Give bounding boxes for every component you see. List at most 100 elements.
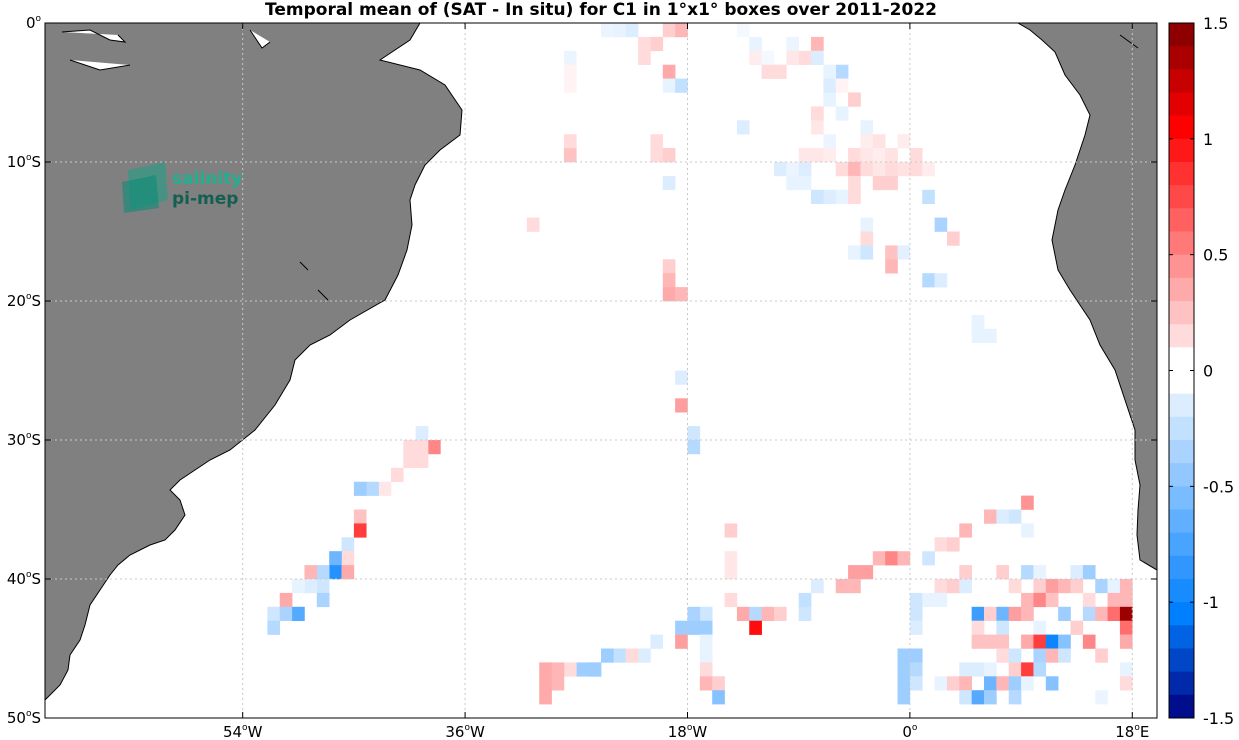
colorbar-bin [1169,602,1194,626]
data-cell [687,426,701,441]
data-cell [885,245,898,260]
data-cell [1082,634,1096,649]
data-cell [885,162,898,177]
data-cell [551,676,565,691]
data-cell [984,662,997,677]
data-cell [712,676,725,691]
data-cell [638,50,651,65]
data-cell [1008,690,1022,705]
data-cell [403,440,416,455]
data-cell [848,148,861,163]
data-cell [1095,648,1108,663]
data-cell [860,162,874,177]
x-tick-label: 36oW [445,723,485,740]
data-cell [675,620,688,635]
data-cell [1082,606,1096,621]
data-cell [650,134,664,149]
data-cell [353,509,367,524]
colorbar-bin [1169,254,1194,279]
data-cell [996,565,1010,580]
data-cell [638,36,651,52]
data-cell [811,50,824,65]
data-cell [835,78,849,93]
colorbar-bin [1169,92,1194,117]
data-cell [971,690,985,705]
data-cell [1119,662,1133,677]
colorbar-bin [1169,532,1194,557]
data-cell [1008,579,1022,594]
data-cell [909,676,923,691]
data-cell [699,662,713,677]
data-cell [848,162,861,177]
logo-line-2: pi-mep [172,189,238,209]
data-cell [823,134,837,149]
data-cell [773,606,787,621]
data-cell [1021,565,1034,580]
data-cell [996,634,1010,649]
data-cell [1070,579,1084,594]
data-cell [1058,579,1071,594]
data-cell [390,467,404,482]
data-cell [959,690,972,705]
data-cell [329,565,342,580]
data-cell [786,175,799,191]
data-cell [353,523,367,538]
data-cell [662,78,676,93]
colorbar-bin [1169,185,1194,209]
data-cell [786,162,799,177]
data-cell [341,551,355,566]
data-cell [872,162,886,177]
data-cell [798,162,812,177]
data-cell [872,175,886,191]
data-cell [761,606,775,621]
data-cell [835,162,849,177]
data-cell [984,606,997,621]
data-cell [984,328,997,343]
data-cell [1033,634,1047,649]
colorbar-tick-label: -1 [1203,593,1219,612]
colorbar-bin [1169,416,1194,441]
data-cell [946,676,960,691]
data-cell [415,453,429,469]
data-cell [897,162,911,177]
data-cell [860,231,874,246]
map-title: Temporal mean of (SAT - In situ) for C1 … [265,0,937,20]
data-cell [1008,606,1022,621]
data-cell [699,648,713,663]
data-cell [749,620,762,635]
data-cell [1033,648,1047,663]
data-cell [1008,662,1022,677]
colorbar-bin [1169,324,1194,348]
data-cell [922,273,935,288]
data-cell [650,148,664,163]
data-cell [415,440,429,455]
data-cell [1021,523,1034,538]
data-cell [1045,648,1059,663]
data-cell [959,579,972,594]
salinity-logo: salinity pi-mep [122,162,242,213]
data-cell [798,592,812,608]
data-cell [588,662,602,677]
data-cell [662,287,676,302]
data-cell [699,606,713,621]
data-cell [366,481,379,496]
colorbar-tick-label: 0 [1203,362,1213,381]
data-cell [1070,620,1084,635]
data-cell [304,565,318,580]
data-cell [811,120,824,135]
data-cell [835,106,849,121]
data-cell [971,620,985,635]
data-cell [1082,592,1096,608]
data-cell [662,273,676,288]
x-tick-label: 54oW [223,723,263,740]
data-cell [378,481,392,496]
data-cell [922,551,935,566]
data-cell [860,217,874,232]
data-cell [996,509,1010,524]
data-cell [1107,592,1121,608]
data-cell [563,64,577,79]
colorbar-bin [1169,486,1194,510]
data-cell [749,50,762,65]
data-cell [625,648,639,663]
colorbar-bin [1169,671,1194,696]
